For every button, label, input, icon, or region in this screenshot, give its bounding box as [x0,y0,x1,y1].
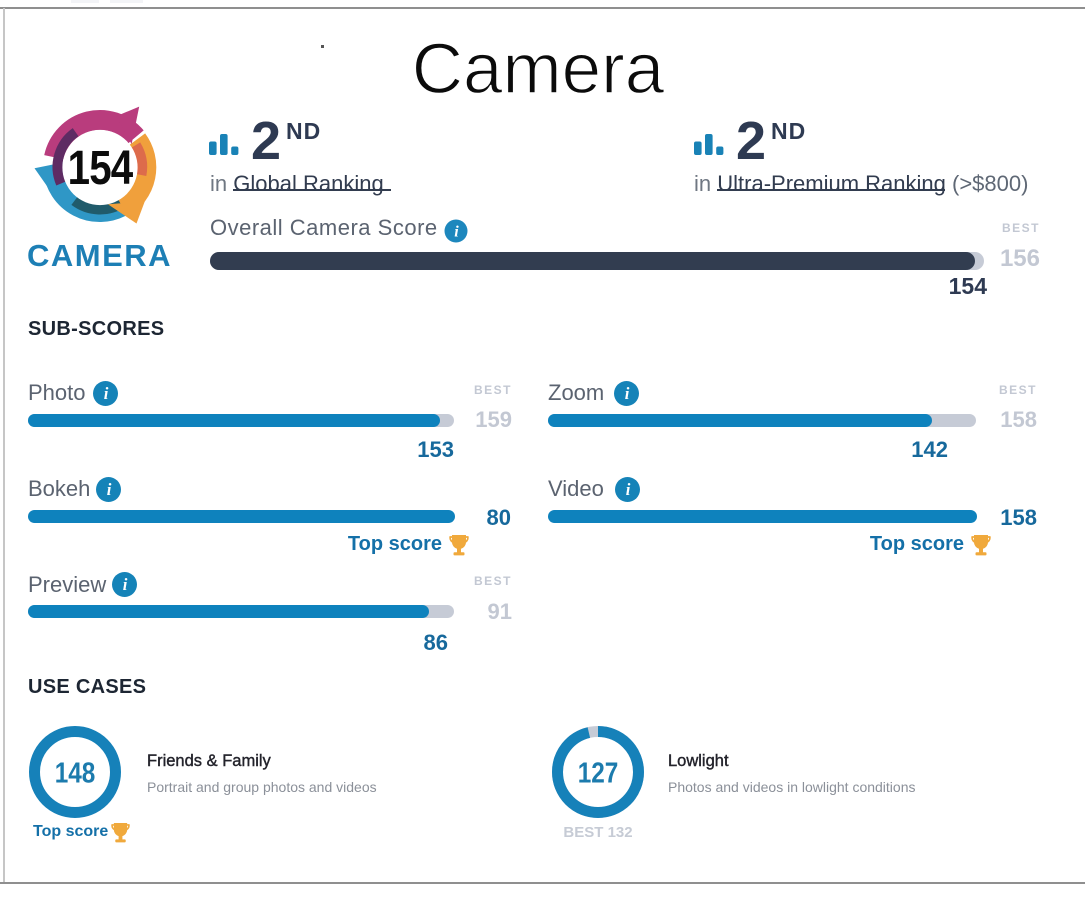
svg-text:i: i [454,224,459,241]
svg-text:154: 154 [68,142,134,195]
svg-text:i: i [123,575,128,594]
svg-text:127: 127 [578,757,619,789]
svg-text:i: i [107,480,112,499]
svg-text:i: i [626,480,631,499]
svg-text:148: 148 [55,757,96,789]
svg-text:i: i [625,384,630,403]
svg-text:i: i [104,384,109,403]
